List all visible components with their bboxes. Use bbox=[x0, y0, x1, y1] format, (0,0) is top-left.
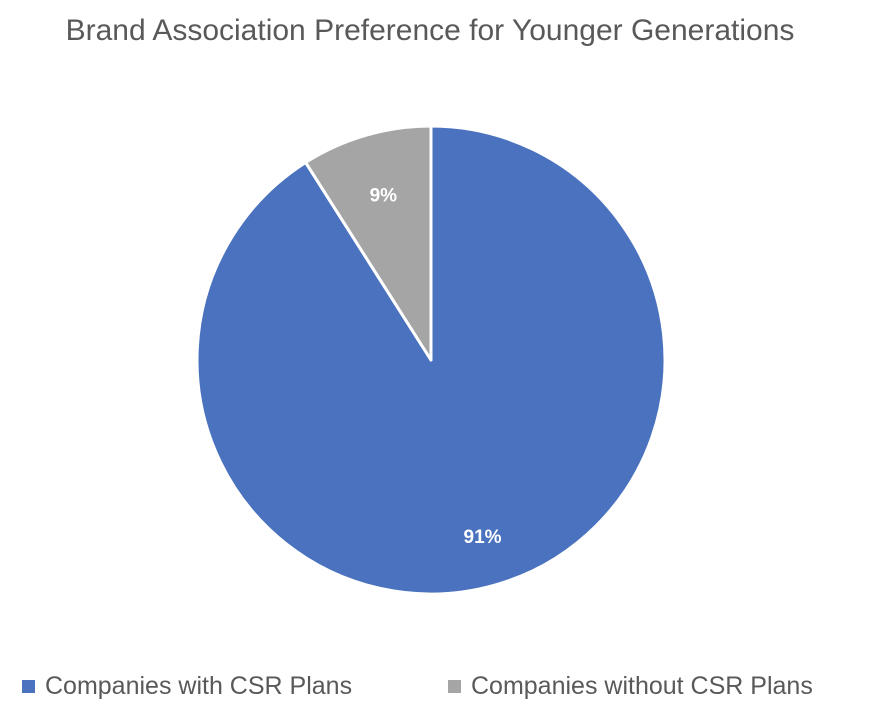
legend-item-without-csr[interactable]: Companies without CSR Plans bbox=[448, 672, 813, 701]
pie-slices bbox=[195, 124, 667, 596]
legend-item-with-csr[interactable]: Companies with CSR Plans bbox=[22, 672, 352, 701]
legend-label-with-csr: Companies with CSR Plans bbox=[45, 672, 353, 700]
data-label-without-csr: 9% bbox=[370, 185, 398, 206]
chart-legend: Companies with CSR Plans Companies witho… bbox=[0, 672, 874, 708]
legend-swatch-without-csr bbox=[448, 680, 461, 693]
data-label-with-csr: 91% bbox=[464, 527, 502, 548]
legend-label-without-csr: Companies without CSR Plans bbox=[471, 672, 813, 700]
pie-slice-without-csr[interactable] bbox=[304, 124, 433, 362]
pie-chart: 91% 9% bbox=[195, 124, 667, 596]
legend-swatch-with-csr bbox=[22, 680, 35, 693]
pie-data-labels: 91% 9% bbox=[370, 185, 502, 548]
chart-title: Brand Association Preference for Younger… bbox=[65, 14, 795, 47]
